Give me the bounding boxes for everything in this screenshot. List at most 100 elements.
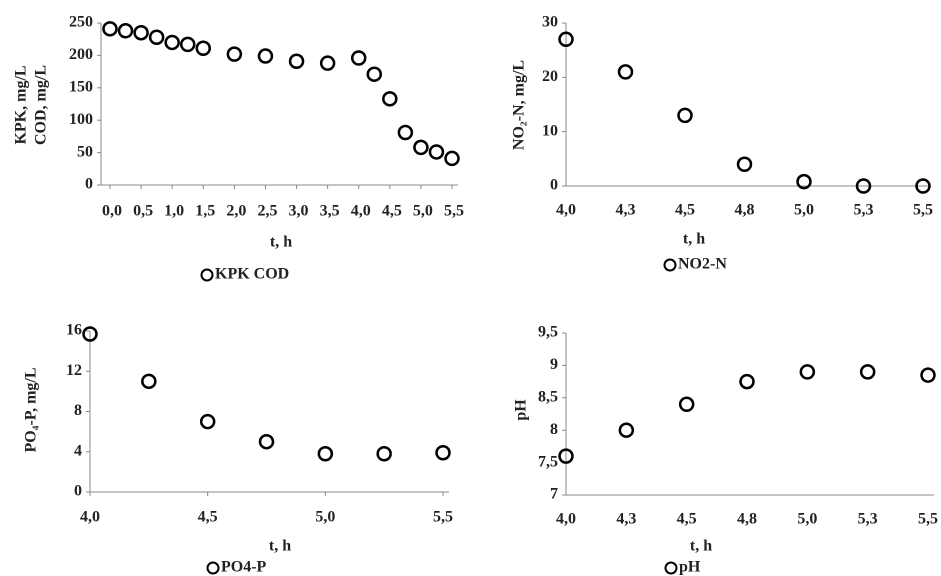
marker: [258, 433, 275, 450]
marker: [677, 107, 693, 124]
x-axis-label: t, h: [269, 538, 291, 555]
y-tick-label: 4: [74, 442, 82, 459]
x-tick-label: 4,5: [198, 509, 218, 526]
marker: [148, 29, 165, 46]
x-tick-label: 5,0: [315, 509, 335, 526]
marker: [739, 373, 755, 390]
x-tick-label: 4,0: [556, 202, 576, 219]
y-tick-label: 8: [550, 421, 558, 438]
y-tick-label: 7,5: [538, 453, 558, 470]
legend-marker: [663, 258, 677, 272]
x-tick-label: 0,0: [102, 203, 122, 220]
x-axis-label: t, h: [690, 538, 712, 555]
marker: [855, 178, 872, 194]
marker: [678, 396, 695, 413]
x-tick-label: 4,8: [735, 202, 755, 219]
x-tick-label: 4,5: [675, 202, 695, 219]
marker: [226, 46, 243, 62]
legend-label: KPK COD: [215, 266, 289, 283]
marker: [736, 156, 753, 173]
x-tick-label: 4,0: [80, 509, 100, 526]
legend-marker: [200, 268, 214, 282]
marker: [444, 150, 460, 167]
x-tick-label: 2,5: [257, 203, 277, 220]
x-tick-label: 4,0: [556, 511, 576, 528]
marker: [117, 23, 134, 39]
x-tick-label: 5,5: [444, 203, 464, 220]
x-tick-label: 4,3: [616, 202, 636, 219]
marker: [799, 364, 816, 380]
x-tick-label: 5,5: [433, 509, 453, 526]
marker: [102, 21, 118, 37]
y-tick-label: 8,5: [538, 388, 558, 405]
marker: [288, 53, 305, 69]
marker: [618, 422, 635, 438]
marker: [435, 445, 451, 461]
marker: [317, 446, 334, 462]
marker: [558, 31, 574, 48]
x-tick-label: 5,3: [858, 511, 878, 528]
x-tick-label: 2,0: [226, 203, 246, 220]
x-tick-label: 3,0: [289, 203, 309, 220]
marker: [164, 34, 180, 51]
y-tick-label: 150: [69, 78, 93, 95]
marker: [796, 173, 812, 190]
marker: [915, 178, 931, 194]
x-tick-label: 5,0: [413, 203, 433, 220]
x-tick-label: 5,5: [913, 202, 933, 219]
y-tick-label: 9: [550, 356, 558, 373]
y-tick-label: 8: [74, 402, 82, 419]
marker: [133, 24, 149, 41]
marker: [195, 40, 212, 57]
x-tick-label: 5,0: [794, 202, 814, 219]
marker: [397, 124, 414, 141]
y-tick-label: 250: [69, 14, 93, 31]
marker: [859, 364, 876, 380]
x-tick-label: 4,3: [616, 511, 636, 528]
x-tick-label: 4,8: [737, 511, 757, 528]
y-tick-label: 200: [69, 46, 93, 63]
y-tick-label: 12: [66, 362, 82, 379]
y-axis-label: NO₂-N, mg/L: [511, 60, 528, 150]
marker: [141, 373, 157, 390]
x-tick-label: 3,5: [320, 203, 340, 220]
y-tick-label: 0: [550, 177, 558, 194]
y-tick-label: 20: [542, 68, 558, 85]
x-tick-label: 4,0: [351, 203, 371, 220]
y-axis-label: PO₄-P, mg/L: [23, 367, 40, 452]
y-tick-label: 0: [74, 483, 82, 500]
legend-marker: [664, 561, 678, 575]
legend-label: PO4-P: [221, 559, 267, 576]
marker: [179, 36, 196, 53]
marker: [376, 446, 392, 462]
marker: [319, 55, 336, 71]
marker: [428, 144, 445, 160]
marker: [350, 50, 367, 66]
marker: [617, 64, 634, 80]
legend-marker: [206, 561, 220, 575]
y-tick-label: 30: [542, 14, 558, 31]
y-tick-label: 50: [77, 143, 93, 160]
y-axis-label: COD, mg/L: [33, 65, 50, 145]
marker: [413, 139, 429, 156]
x-tick-label: 5,3: [854, 202, 874, 219]
marker: [82, 326, 98, 342]
legend-label: NO2-N: [678, 256, 727, 273]
x-axis-label: t, h: [270, 234, 292, 251]
y-tick-label: 16: [66, 322, 82, 339]
x-tick-label: 4,5: [382, 203, 402, 220]
marker: [382, 91, 398, 107]
marker: [558, 448, 574, 464]
x-axis-label: t, h: [683, 231, 705, 248]
x-tick-label: 4,5: [677, 511, 697, 528]
y-axis-label: pH: [513, 399, 530, 421]
y-axis-label: KPK, mg/L: [13, 65, 30, 144]
y-tick-label: 9,5: [538, 324, 558, 341]
marker: [257, 48, 274, 64]
marker: [199, 413, 216, 430]
x-tick-label: 1,5: [195, 203, 215, 220]
y-tick-label: 0: [85, 176, 93, 193]
x-tick-label: 0,5: [133, 203, 153, 220]
y-tick-label: 7: [550, 486, 558, 503]
